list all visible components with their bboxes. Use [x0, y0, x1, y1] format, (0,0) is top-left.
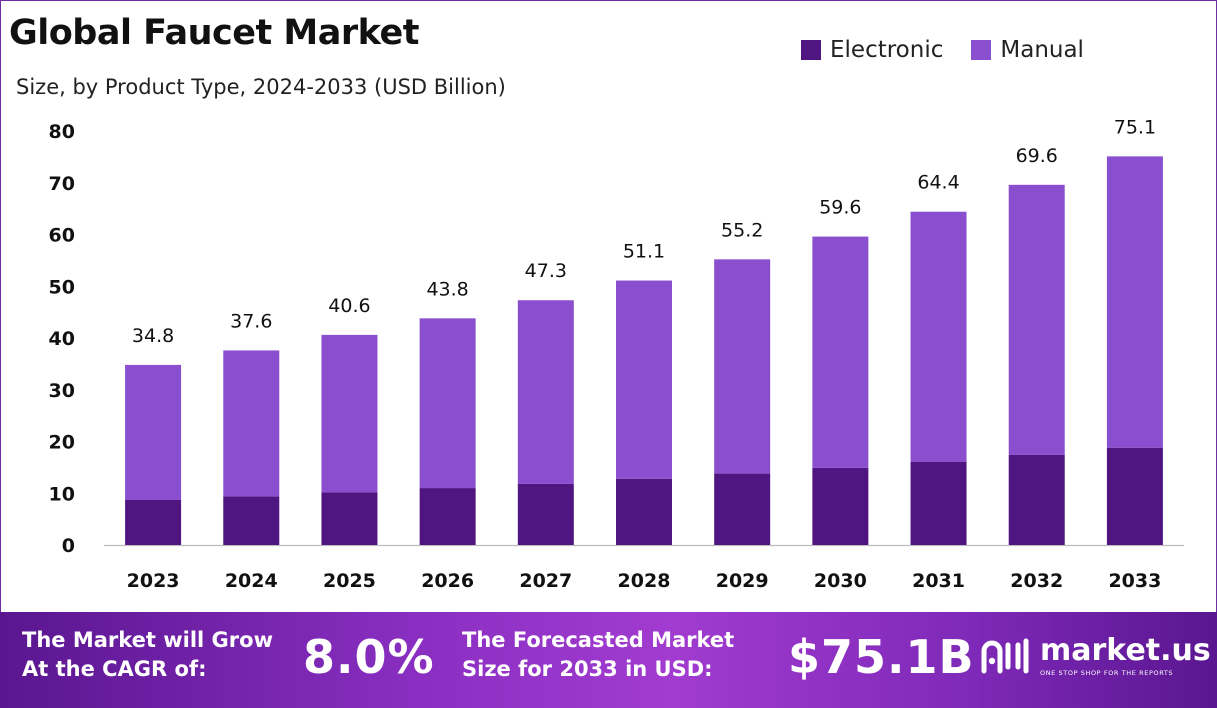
bar-electronic-2031 — [910, 461, 967, 545]
x-tick-label-2023: 2023 — [127, 570, 180, 592]
bar-electronic-2023 — [125, 499, 182, 545]
bar-manual-2027 — [517, 300, 574, 484]
bar-electronic-2029 — [714, 473, 771, 545]
forecast-label: The Forecasted Market Size for 2033 in U… — [462, 626, 734, 684]
bar-electronic-2030 — [812, 467, 869, 545]
data-label-2025: 40.6 — [328, 295, 370, 317]
logo-name: market.us — [1040, 633, 1211, 668]
y-tick-label: 40 — [49, 328, 75, 350]
bar-chart: 0102030405060708034.8202337.6202440.6202… — [49, 116, 1184, 592]
cagr-value: 8.0% — [303, 630, 435, 684]
bar-manual-2030 — [812, 236, 869, 468]
bar-electronic-2024 — [223, 496, 280, 545]
bar-electronic-2028 — [616, 478, 672, 545]
bar-manual-2025 — [321, 334, 378, 493]
market-us-logo-text: market.us ONE STOP SHOP FOR THE REPORTS — [1040, 633, 1211, 678]
bar-manual-2031 — [910, 211, 967, 462]
y-tick-label: 20 — [49, 432, 75, 454]
bar-manual-2032 — [1008, 184, 1065, 455]
legend-label-electronic: Electronic — [830, 37, 944, 63]
legend-swatch-electronic — [801, 40, 821, 60]
data-label-2031: 64.4 — [917, 172, 959, 194]
bar-electronic-2025 — [321, 492, 378, 545]
x-tick-label-2031: 2031 — [912, 570, 965, 592]
legend-swatch-manual — [971, 40, 992, 60]
bar-manual-2028 — [616, 280, 672, 479]
chart-title: Global Faucet Market — [9, 13, 419, 53]
cagr-label-line2: At the CAGR of: — [22, 657, 207, 681]
forecast-value: $75.1B — [788, 630, 975, 684]
bar-manual-2024 — [223, 350, 280, 497]
x-tick-label-2028: 2028 — [618, 570, 671, 592]
y-tick-label: 60 — [49, 225, 75, 247]
data-label-2030: 59.6 — [819, 197, 861, 219]
data-label-2026: 43.8 — [426, 278, 468, 300]
cagr-label-line1: The Market will Grow — [22, 628, 273, 652]
legend: Electronic Manual — [801, 37, 1084, 63]
y-tick-label: 30 — [49, 380, 75, 402]
chart-subtitle: Size, by Product Type, 2024-2033 (USD Bi… — [16, 75, 506, 99]
legend-label-manual: Manual — [1000, 37, 1084, 63]
market-us-logo: market.us ONE STOP SHOP FOR THE REPORTS — [980, 636, 1211, 677]
data-label-2027: 47.3 — [525, 260, 567, 282]
logo-tagline: ONE STOP SHOP FOR THE REPORTS — [1040, 669, 1174, 677]
x-tick-label-2026: 2026 — [421, 570, 474, 592]
bar-electronic-2033 — [1106, 447, 1163, 545]
data-label-2023: 34.8 — [132, 325, 174, 347]
y-tick-label: 50 — [49, 276, 75, 298]
y-tick-label: 70 — [49, 173, 75, 195]
bar-manual-2023 — [125, 364, 182, 500]
data-label-2024: 37.6 — [230, 310, 272, 332]
x-tick-label-2033: 2033 — [1108, 570, 1161, 592]
bar-manual-2029 — [714, 259, 771, 474]
cagr-label: The Market will Grow At the CAGR of: — [22, 626, 273, 684]
x-tick-label-2025: 2025 — [323, 570, 376, 592]
bar-electronic-2032 — [1008, 454, 1065, 545]
data-label-2029: 55.2 — [721, 219, 763, 241]
legend-item-electronic: Electronic — [801, 37, 943, 63]
summary-banner: The Market will Grow At the CAGR of: 8.0… — [0, 612, 1217, 708]
y-tick-label: 80 — [49, 121, 75, 143]
bar-electronic-2027 — [517, 483, 574, 545]
forecast-label-line1: The Forecasted Market — [462, 628, 735, 652]
x-tick-label-2032: 2032 — [1010, 570, 1063, 592]
data-label-2028: 51.1 — [623, 241, 665, 263]
y-tick-label: 10 — [49, 483, 75, 505]
legend-item-manual: Manual — [971, 37, 1084, 63]
data-label-2033: 75.1 — [1114, 116, 1156, 138]
x-tick-label-2027: 2027 — [519, 570, 572, 592]
forecast-label-line2: Size for 2033 in USD: — [462, 657, 713, 681]
bar-manual-2033 — [1106, 156, 1163, 448]
x-tick-label-2029: 2029 — [716, 570, 769, 592]
market-us-logo-icon — [981, 638, 1029, 673]
x-tick-label-2024: 2024 — [225, 570, 278, 592]
bar-electronic-2026 — [419, 488, 476, 545]
y-tick-label: 0 — [62, 535, 75, 557]
bar-manual-2026 — [419, 318, 476, 489]
x-tick-label-2030: 2030 — [814, 570, 867, 592]
data-label-2032: 69.6 — [1016, 145, 1058, 167]
